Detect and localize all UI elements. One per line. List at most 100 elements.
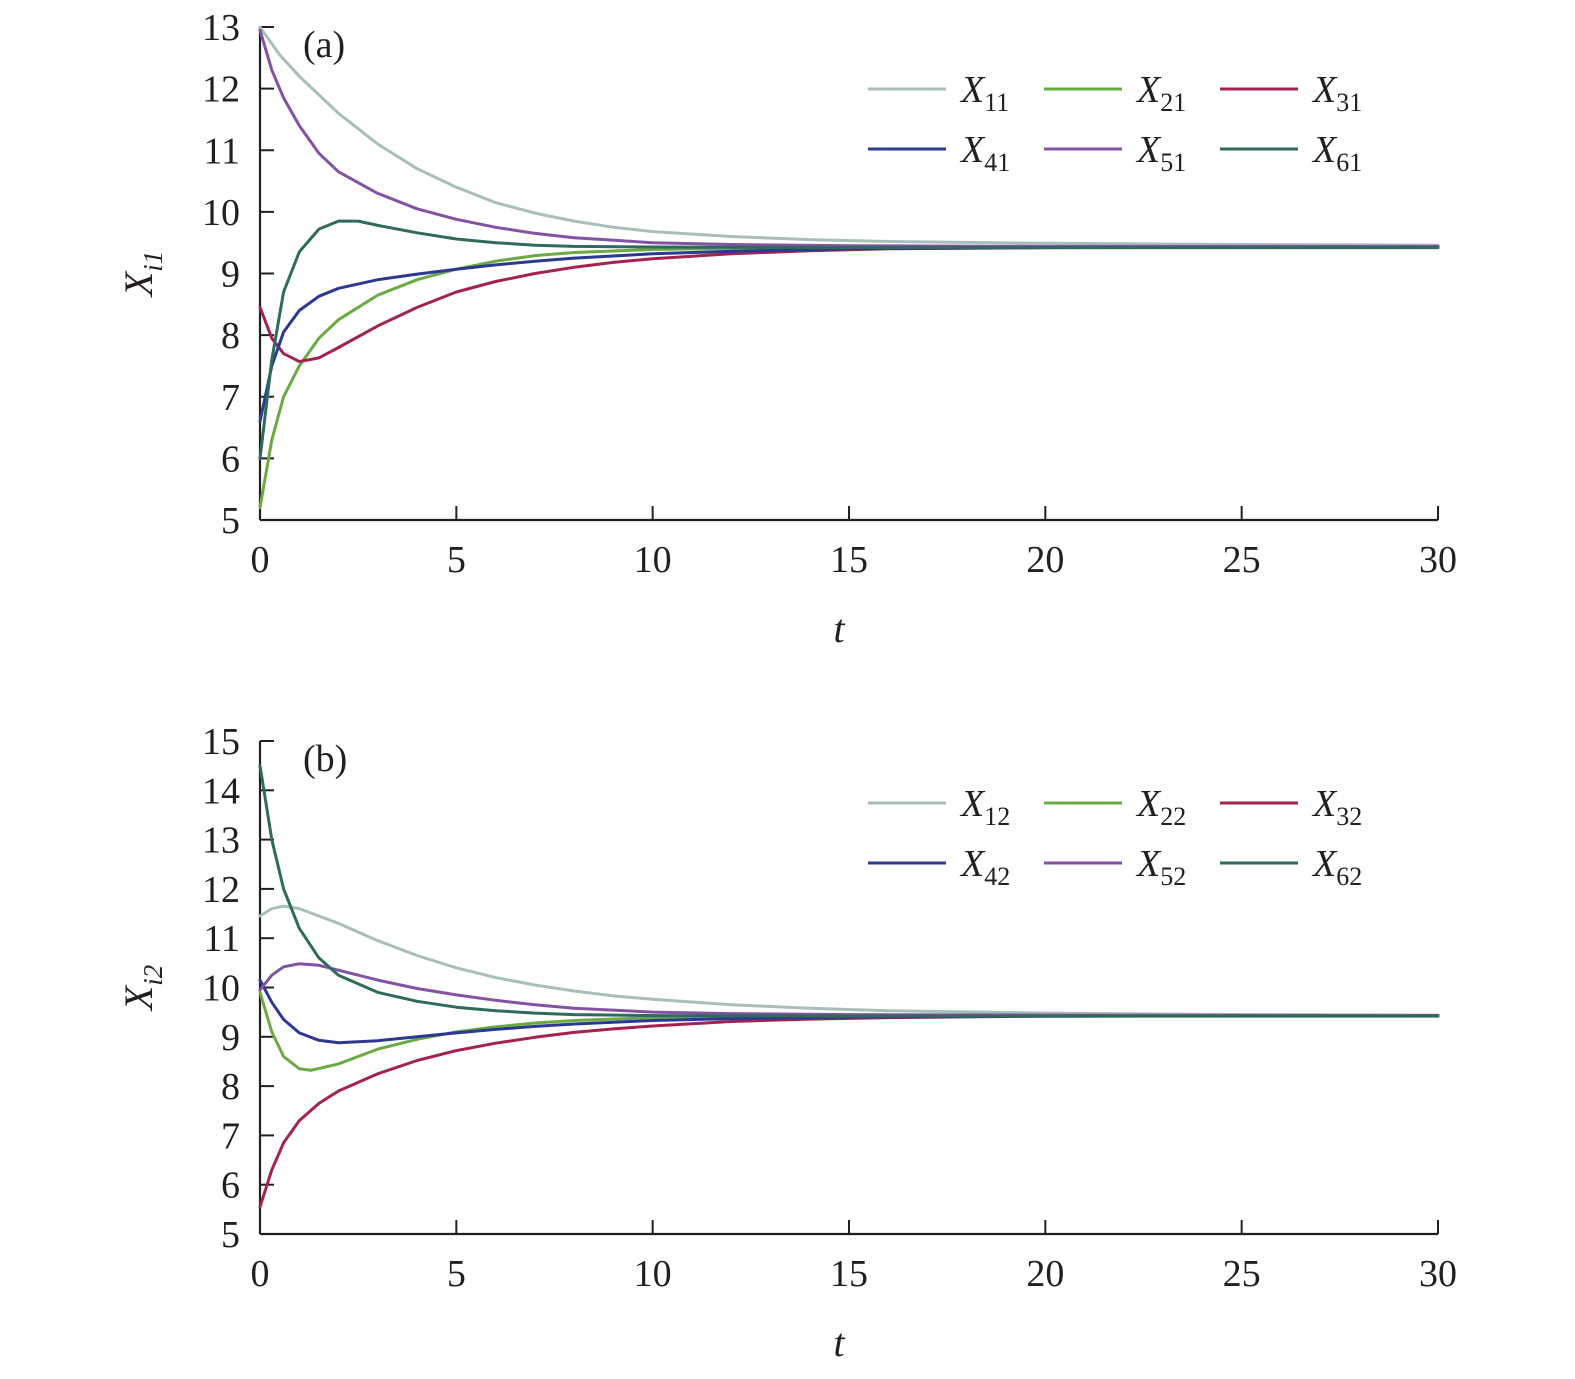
legend-label-base: X [959,129,986,171]
x-tick-label: 10 [634,539,672,581]
x-tick-label: 20 [1026,1253,1064,1295]
legend-label-sub: 32 [1336,802,1362,831]
x-tick-label: 5 [447,1253,466,1295]
series-line-x32 [258,1014,1440,1209]
x-tick-label: 30 [1419,539,1457,581]
svg-text:X22: X22 [1135,783,1186,831]
x-tick-label: 25 [1223,539,1261,581]
series-line-x31 [258,245,1440,364]
x-axis-title: t [833,1320,845,1365]
x-axis-title: t [833,606,845,651]
legend-item-x31: X31 [1220,69,1362,117]
legend-item-x32: X32 [1220,783,1362,831]
legend-item-x12: X12 [868,783,1010,831]
y-tick-label: 10 [202,968,240,1010]
legend-label-sub: 31 [1336,88,1362,117]
svg-text:X52: X52 [1135,843,1186,891]
legend-item-x51: X51 [1044,129,1186,177]
y-tick-label: 9 [221,1017,240,1059]
legend-item-x22: X22 [1044,783,1186,831]
x-tick-label: 15 [830,539,868,581]
svg-text:X11: X11 [959,69,1009,117]
x-tick-label: 15 [830,1253,868,1295]
y-tick-label: 7 [221,1115,240,1157]
legend-label-base: X [1135,69,1162,111]
svg-text:Xi2: Xi2 [116,965,168,1012]
legend-label-sub: 11 [984,88,1009,117]
y-tick-label: 7 [221,377,240,419]
svg-text:X21: X21 [1135,69,1186,117]
y-tick-label: 13 [202,7,240,49]
series-line-x42 [258,978,1440,1045]
y-tick-label: 12 [202,69,240,111]
legend-item-x42: X42 [868,843,1010,891]
legend-label-sub: 22 [1160,802,1186,831]
y-tick-label: 10 [202,192,240,234]
y-tick-label: 8 [221,1066,240,1108]
legend-label-sub: 62 [1336,862,1362,891]
y-axis-title: Xi1 [116,251,168,298]
legend-label-base: X [959,69,986,111]
legend-label-sub: 41 [984,148,1010,177]
series-line-x11 [258,25,1440,247]
x-tick-label: 5 [447,539,466,581]
legend-label-base: X [1311,843,1338,885]
y-tick-label: 11 [203,918,240,960]
y-tick-label: 5 [221,1214,240,1256]
legend-item-x52: X52 [1044,843,1186,891]
x-tick-label: 25 [1223,1253,1261,1295]
svg-text:X51: X51 [1135,129,1186,177]
legend-label-sub: 21 [1160,88,1186,117]
y-axis-title-sub: i2 [138,965,168,986]
svg-text:X31: X31 [1311,69,1362,117]
legend-label-base: X [1135,843,1162,885]
svg-text:Xi1: Xi1 [116,251,168,298]
svg-text:X12: X12 [959,783,1010,831]
y-axis-title-base: X [116,984,161,1012]
legend-label-base: X [959,843,986,885]
y-tick-label: 11 [203,130,240,172]
legend-item-x62: X62 [1220,843,1362,891]
svg-text:X41: X41 [959,129,1010,177]
x-tick-label: 0 [251,539,270,581]
legend-item-x41: X41 [868,129,1010,177]
y-axis-title-base: X [116,270,161,298]
legend-label-sub: 12 [984,802,1010,831]
legend-label-sub: 42 [984,862,1010,891]
legend-label-sub: 51 [1160,148,1186,177]
legend-label-base: X [959,783,986,825]
series-line-x52 [258,962,1440,1018]
legend-label-base: X [1311,783,1338,825]
y-tick-label: 9 [221,254,240,296]
x-tick-label: 20 [1026,539,1064,581]
y-tick-label: 14 [202,770,240,812]
y-tick-label: 5 [221,500,240,542]
y-tick-label: 15 [202,721,240,763]
svg-text:X42: X42 [959,843,1010,891]
y-axis-title-sub: i1 [138,251,168,272]
x-tick-label: 0 [251,1253,270,1295]
legend-item-x21: X21 [1044,69,1186,117]
series-line-x12 [258,904,1440,1017]
x-tick-label: 10 [634,1253,672,1295]
legend-label-sub: 52 [1160,862,1186,891]
y-tick-label: 8 [221,315,240,357]
y-axis-title: Xi2 [116,965,168,1012]
series-line-x41 [258,245,1440,423]
series-line-x51 [258,28,1440,248]
series-line-x21 [258,245,1440,510]
series-line-x61 [258,219,1440,460]
y-tick-label: 6 [221,1165,240,1207]
legend-label-base: X [1311,129,1338,171]
y-tick-label: 13 [202,820,240,862]
y-tick-label: 12 [202,869,240,911]
y-tick-label: 6 [221,438,240,480]
svg-text:X62: X62 [1311,843,1362,891]
panel-label: (b) [303,738,347,780]
svg-text:X32: X32 [1311,783,1362,831]
svg-text:X61: X61 [1311,129,1362,177]
legend-label-base: X [1135,129,1162,171]
